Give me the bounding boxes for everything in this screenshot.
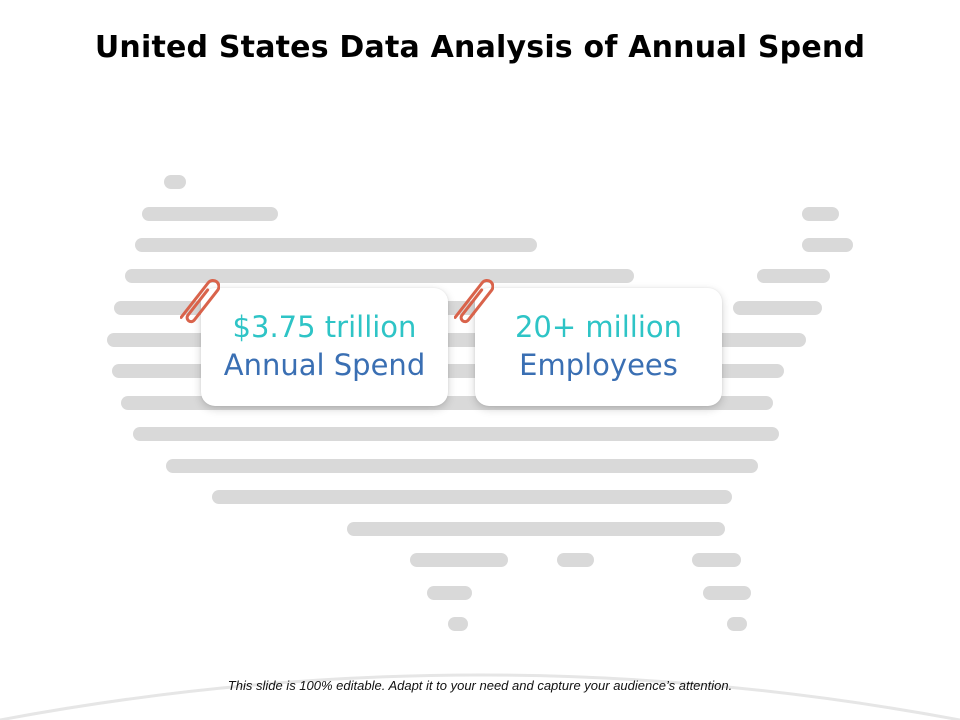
map-stripe xyxy=(692,553,741,567)
footer-arc xyxy=(0,673,960,720)
map-stripe xyxy=(448,617,468,631)
map-stripe xyxy=(703,586,751,600)
map-stripe xyxy=(164,175,186,189)
paperclip-icon xyxy=(180,278,220,324)
map-stripe xyxy=(212,490,732,504)
map-stripe xyxy=(133,427,779,441)
map-stripe xyxy=(427,586,472,600)
stat-card-employees: 20+ million Employees xyxy=(475,288,722,406)
map-stripe xyxy=(347,522,725,536)
map-stripe xyxy=(166,459,758,473)
stat-value: $3.75 trillion xyxy=(232,310,417,344)
stat-label: Annual Spend xyxy=(223,348,426,382)
map-stripe xyxy=(802,207,839,221)
stat-value: 20+ million xyxy=(514,310,683,344)
footer-note: This slide is 100% editable. Adapt it to… xyxy=(227,678,733,693)
map-stripe xyxy=(733,301,822,315)
map-stripe xyxy=(410,553,508,567)
map-stripe xyxy=(125,269,634,283)
map-stripe xyxy=(135,238,537,252)
map-stripe xyxy=(727,617,747,631)
map-stripe xyxy=(142,207,278,221)
map-stripe xyxy=(557,553,594,567)
stat-label: Employees xyxy=(519,348,678,382)
paperclip-icon xyxy=(454,278,494,324)
map-stripe xyxy=(802,238,853,252)
stat-card-annual-spend: $3.75 trillion Annual Spend xyxy=(201,288,448,406)
map-stripe xyxy=(757,269,830,283)
slide-title: United States Data Analysis of Annual Sp… xyxy=(94,30,866,65)
